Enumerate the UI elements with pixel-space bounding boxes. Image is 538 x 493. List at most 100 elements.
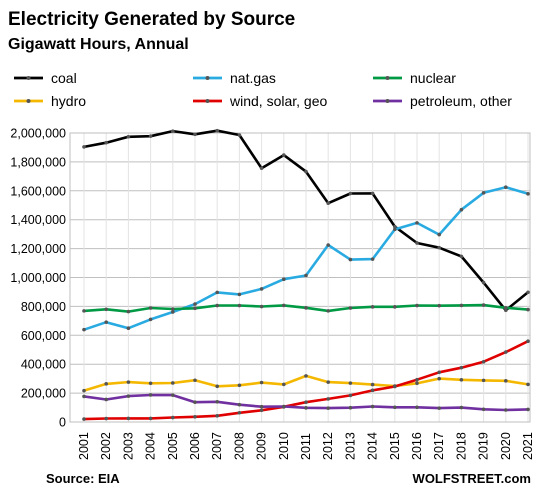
data-point — [126, 309, 131, 314]
data-point — [259, 380, 264, 385]
legend-marker — [26, 76, 31, 80]
data-point — [237, 303, 242, 308]
data-point — [193, 302, 197, 306]
data-point — [459, 378, 464, 382]
data-point — [148, 134, 153, 138]
data-point — [370, 382, 375, 387]
data-point — [415, 241, 419, 245]
data-point — [304, 273, 308, 278]
plot-area — [82, 128, 530, 421]
data-point — [326, 397, 331, 401]
data-point — [504, 350, 508, 354]
data-point — [282, 277, 286, 282]
data-point — [481, 303, 486, 307]
data-point — [393, 405, 397, 410]
data-point — [104, 307, 108, 312]
series-nuclear — [82, 303, 530, 314]
data-point — [437, 245, 442, 250]
chart-title: Electricity Generated by Source — [8, 9, 295, 30]
data-point — [526, 382, 530, 387]
y-axis: 0 200,000 400,000 600,000 800,000 1,000,000 1,… — [10, 127, 66, 430]
data-point — [193, 132, 197, 137]
data-point — [104, 140, 108, 145]
legend-label: nuclear — [410, 70, 456, 86]
series-hydro — [82, 374, 530, 393]
data-point — [215, 384, 219, 389]
x-axis: 2001 2002 2003 2004 2005 2006 2007 2008 2009 2010… — [77, 432, 535, 460]
data-point — [104, 397, 108, 402]
data-point — [171, 307, 175, 311]
data-point — [526, 339, 530, 344]
data-point — [259, 304, 264, 309]
data-point — [326, 309, 331, 313]
data-point — [193, 306, 197, 311]
data-point — [104, 416, 108, 421]
x-tick-label: 2011 — [299, 433, 313, 460]
data-point — [526, 192, 530, 196]
source-note: Source: EIA — [46, 471, 120, 486]
x-tick-label: 2015 — [388, 432, 402, 460]
x-tick-label: 2019 — [477, 432, 491, 460]
x-tick-label: 2006 — [188, 432, 202, 460]
x-tick-label: 2001 — [77, 432, 91, 460]
data-point — [348, 405, 353, 410]
y-tick-label: 600,000 — [21, 329, 66, 343]
data-point — [437, 232, 442, 237]
x-tick-label: 2004 — [144, 432, 158, 460]
data-point — [148, 306, 153, 310]
data-point — [348, 393, 353, 398]
legend-item-coal: coal — [14, 70, 77, 86]
legend: coal nat.gas nuclear hydro wind, solar, geo p… — [14, 70, 512, 109]
data-point — [415, 381, 419, 386]
x-tick-label: 2021 — [521, 432, 535, 460]
data-point — [348, 381, 353, 385]
data-point — [348, 191, 353, 196]
data-point — [437, 370, 442, 375]
data-point — [393, 227, 397, 232]
data-point — [215, 413, 219, 418]
data-point — [415, 303, 419, 308]
data-point — [259, 166, 264, 171]
data-point — [148, 381, 153, 386]
data-point — [282, 382, 286, 387]
legend-label: wind, solar, geo — [229, 93, 327, 109]
y-tick-label: 400,000 — [21, 358, 66, 372]
data-point — [326, 201, 331, 206]
legend-marker — [205, 99, 210, 103]
data-point — [282, 153, 286, 157]
x-tick-label: 2010 — [277, 432, 291, 460]
legend-label: petroleum, other — [410, 93, 512, 109]
data-point — [171, 381, 175, 385]
data-point — [415, 405, 419, 410]
data-point — [526, 290, 530, 295]
legend-marker — [205, 76, 210, 80]
data-point — [148, 317, 153, 322]
x-tick-label: 2018 — [454, 432, 468, 460]
data-point — [370, 305, 375, 309]
data-point — [415, 377, 419, 382]
data-point — [304, 406, 308, 410]
data-point — [437, 376, 442, 381]
data-point — [171, 129, 175, 133]
data-point — [481, 191, 486, 195]
data-point — [304, 306, 308, 310]
data-point — [193, 400, 197, 405]
data-point — [82, 327, 86, 332]
legend-item-nuclear: nuclear — [373, 70, 456, 86]
data-point — [126, 134, 131, 139]
legend-item-nat-gas: nat.gas — [193, 70, 276, 86]
data-point — [459, 405, 464, 410]
brand-watermark: WOLFSTREET.com — [413, 471, 531, 486]
legend-label: nat.gas — [230, 70, 276, 86]
y-tick-label: 1,600,000 — [10, 184, 66, 198]
data-point — [504, 185, 508, 189]
series-wind-solar-geo — [82, 339, 530, 421]
y-tick-label: 1,400,000 — [10, 213, 66, 227]
data-point — [393, 224, 397, 229]
data-point — [237, 402, 242, 407]
series-coal — [82, 128, 530, 313]
x-tick-label: 2009 — [255, 432, 269, 460]
data-point — [237, 292, 242, 297]
data-point — [370, 191, 375, 196]
